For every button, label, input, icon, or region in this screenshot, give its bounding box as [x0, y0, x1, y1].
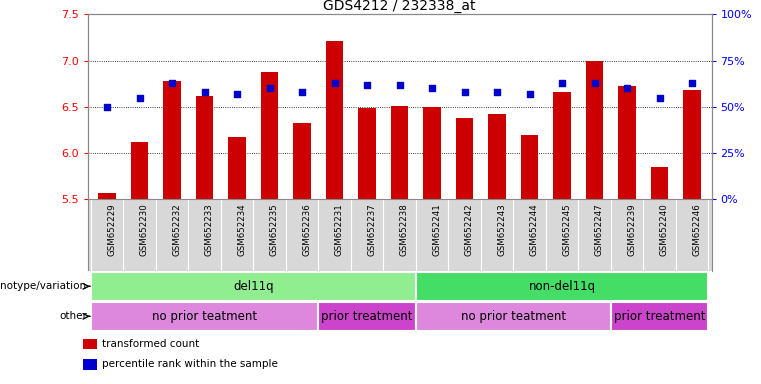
Bar — [423, 107, 441, 199]
Text: GSM652242: GSM652242 — [464, 203, 473, 256]
Text: GSM652247: GSM652247 — [594, 203, 603, 256]
Point — [686, 80, 698, 86]
Text: genotype/variation: genotype/variation — [0, 281, 87, 291]
Text: GSM652236: GSM652236 — [302, 203, 311, 256]
Text: prior treatment: prior treatment — [614, 310, 705, 323]
Text: GSM652240: GSM652240 — [660, 203, 668, 256]
Text: del11q: del11q — [233, 280, 274, 293]
Point — [166, 80, 178, 86]
Bar — [228, 137, 246, 199]
Point — [426, 85, 438, 91]
Bar — [358, 108, 376, 199]
Text: GSM652232: GSM652232 — [172, 203, 181, 256]
Point — [621, 85, 633, 91]
Bar — [98, 193, 116, 199]
Text: transformed count: transformed count — [102, 339, 199, 349]
Text: non-del11q: non-del11q — [528, 280, 596, 293]
Text: GSM652231: GSM652231 — [335, 203, 343, 256]
Text: percentile rank within the sample: percentile rank within the sample — [102, 359, 278, 369]
Point — [524, 91, 536, 97]
Bar — [318, 302, 416, 331]
Point — [133, 94, 145, 101]
Bar — [196, 96, 213, 199]
Bar — [83, 339, 97, 349]
Bar — [91, 272, 416, 301]
Text: no prior teatment: no prior teatment — [152, 310, 257, 323]
Text: GSM652229: GSM652229 — [107, 203, 116, 255]
Text: no prior teatment: no prior teatment — [460, 310, 566, 323]
Point — [458, 89, 470, 95]
Bar — [456, 118, 473, 199]
Text: GSM652230: GSM652230 — [139, 203, 148, 256]
Bar — [586, 61, 603, 199]
Bar — [326, 41, 343, 199]
Text: GSM652233: GSM652233 — [205, 203, 214, 256]
Text: GSM652239: GSM652239 — [627, 203, 636, 255]
Bar — [611, 302, 708, 331]
Bar — [91, 302, 318, 331]
Text: other: other — [59, 311, 87, 321]
Point — [199, 89, 211, 95]
Point — [361, 81, 373, 88]
Bar — [390, 106, 409, 199]
Text: prior treatment: prior treatment — [321, 310, 412, 323]
Point — [329, 80, 341, 86]
Bar — [618, 86, 636, 199]
Point — [588, 80, 600, 86]
Bar — [163, 81, 181, 199]
Bar — [683, 90, 701, 199]
Bar — [488, 114, 506, 199]
Text: GSM652234: GSM652234 — [237, 203, 246, 256]
Point — [231, 91, 243, 97]
Text: GSM652246: GSM652246 — [692, 203, 701, 256]
Point — [491, 89, 503, 95]
Title: GDS4212 / 232338_at: GDS4212 / 232338_at — [323, 0, 476, 13]
Text: GSM652243: GSM652243 — [497, 203, 506, 256]
Text: GSM652237: GSM652237 — [367, 203, 376, 256]
Bar — [416, 272, 708, 301]
Text: GSM652241: GSM652241 — [432, 203, 441, 256]
Bar — [651, 167, 668, 199]
Bar — [131, 142, 148, 199]
Text: GSM652235: GSM652235 — [269, 203, 279, 256]
Point — [393, 81, 406, 88]
Bar — [83, 359, 97, 369]
Bar — [416, 302, 611, 331]
Text: GSM652238: GSM652238 — [400, 203, 409, 256]
Bar — [521, 136, 539, 199]
Text: GSM652244: GSM652244 — [530, 203, 539, 256]
Point — [556, 80, 568, 86]
Bar — [260, 72, 279, 199]
Bar — [553, 92, 571, 199]
Bar — [293, 124, 311, 199]
Point — [263, 85, 275, 91]
Point — [654, 94, 666, 101]
Point — [101, 104, 113, 110]
Point — [296, 89, 308, 95]
Text: GSM652245: GSM652245 — [562, 203, 571, 256]
